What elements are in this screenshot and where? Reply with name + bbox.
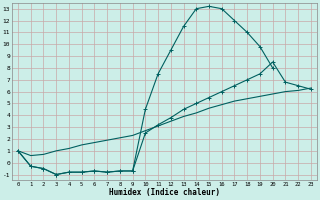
X-axis label: Humidex (Indice chaleur): Humidex (Indice chaleur)	[109, 188, 220, 197]
